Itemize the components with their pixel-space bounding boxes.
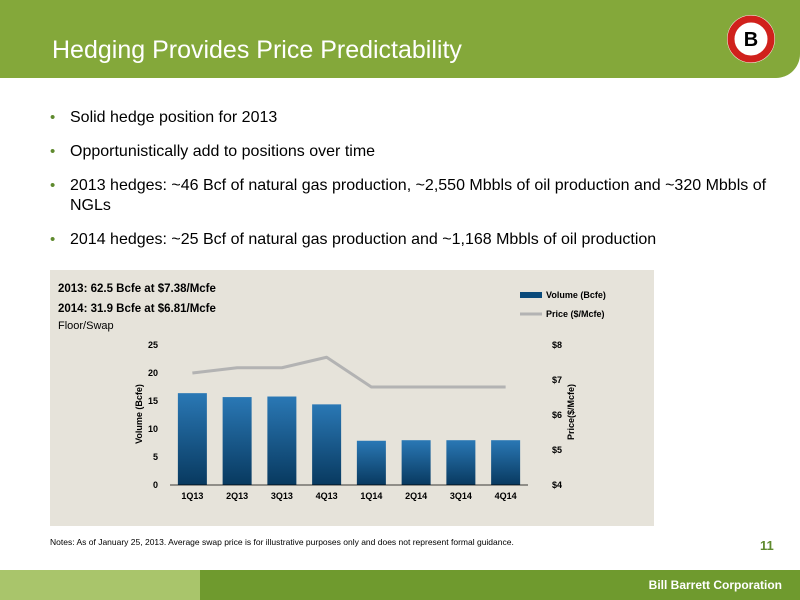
bullet-item: • Opportunistically add to positions ove…	[50, 142, 770, 162]
volume-bar	[177, 393, 207, 485]
x-tick-label: 1Q14	[360, 491, 382, 501]
chart-caption-2013: 2013: 62.5 Bcfe at $7.38/Mcfe	[58, 283, 216, 295]
x-tick-label: 2Q14	[405, 491, 427, 501]
bullet-item: • 2014 hedges: ~25 Bcf of natural gas pr…	[50, 230, 770, 250]
bullet-dot-icon: •	[50, 177, 56, 194]
volume-bar	[267, 396, 297, 485]
svg-text:B: B	[744, 29, 758, 51]
legend-price-label: Price ($/Mcfe)	[546, 309, 605, 319]
volume-bar	[401, 440, 431, 485]
bullet-dot-icon: •	[50, 231, 56, 248]
bullet-text: 2014 hedges: ~25 Bcf of natural gas prod…	[70, 231, 657, 248]
y2-axis-title: Price($/Mcfe)	[566, 384, 576, 440]
x-tick-label: 2Q13	[226, 491, 248, 501]
legend-volume-swatch	[520, 292, 542, 298]
company-logo: B	[727, 15, 775, 63]
x-tick-label: 4Q13	[316, 491, 338, 501]
x-tick-label: 3Q14	[450, 491, 472, 501]
chart-panel: 2013: 62.5 Bcfe at $7.38/Mcfe 2014: 31.9…	[50, 270, 654, 526]
volume-bar	[491, 440, 521, 485]
y-tick-label: 20	[148, 368, 158, 378]
y2-tick-label: $4	[552, 480, 562, 490]
bullet-dot-icon: •	[50, 143, 56, 160]
page-number: 11	[760, 538, 774, 553]
chart-caption-2014: 2014: 31.9 Bcfe at $6.81/Mcfe	[58, 303, 216, 315]
page-title: Hedging Provides Price Predictability	[52, 36, 462, 64]
price-line	[192, 355, 506, 389]
y-tick-label: 15	[148, 396, 158, 406]
y-axis-title: Volume (Bcfe)	[134, 384, 144, 444]
y2-tick-label: $7	[552, 375, 562, 385]
y2-tick-label: $8	[552, 340, 562, 350]
bullet-text: 2013 hedges: ~46 Bcf of natural gas prod…	[70, 177, 767, 214]
bullet-dot-icon: •	[50, 109, 56, 126]
y-tick-label: 0	[153, 480, 158, 490]
bullet-text: Solid hedge position for 2013	[70, 109, 278, 126]
footer-right-band: Bill Barrett Corporation	[200, 570, 800, 600]
footer-left-band	[0, 570, 200, 600]
bullet-text: Opportunistically add to positions over …	[70, 143, 376, 160]
y2-tick-label: $5	[552, 445, 562, 455]
volume-bar	[356, 440, 386, 485]
volume-bar	[446, 440, 476, 485]
bullet-list: • Solid hedge position for 2013 • Opport…	[50, 108, 770, 264]
footer-company-name: Bill Barrett Corporation	[648, 578, 782, 592]
x-tick-label: 4Q14	[495, 491, 517, 501]
legend-volume-label: Volume (Bcfe)	[546, 290, 606, 300]
y2-tick-label: $6	[552, 410, 562, 420]
y-tick-label: 25	[148, 340, 158, 350]
volume-bar	[222, 397, 252, 485]
notes-text: Notes: As of January 25, 2013. Average s…	[50, 537, 514, 547]
x-tick-label: 3Q13	[271, 491, 293, 501]
volume-bar	[312, 404, 342, 485]
hedge-chart: 2013: 62.5 Bcfe at $7.38/Mcfe 2014: 31.9…	[58, 283, 606, 501]
bullet-item: • Solid hedge position for 2013	[50, 108, 770, 128]
header-bar: Hedging Provides Price Predictability B	[0, 0, 800, 78]
chart-caption-type: Floor/Swap	[58, 320, 114, 332]
y-tick-label: 10	[148, 424, 158, 434]
bullet-item: • 2013 hedges: ~46 Bcf of natural gas pr…	[50, 176, 770, 216]
x-tick-label: 1Q13	[181, 491, 203, 501]
y-tick-label: 5	[153, 452, 158, 462]
